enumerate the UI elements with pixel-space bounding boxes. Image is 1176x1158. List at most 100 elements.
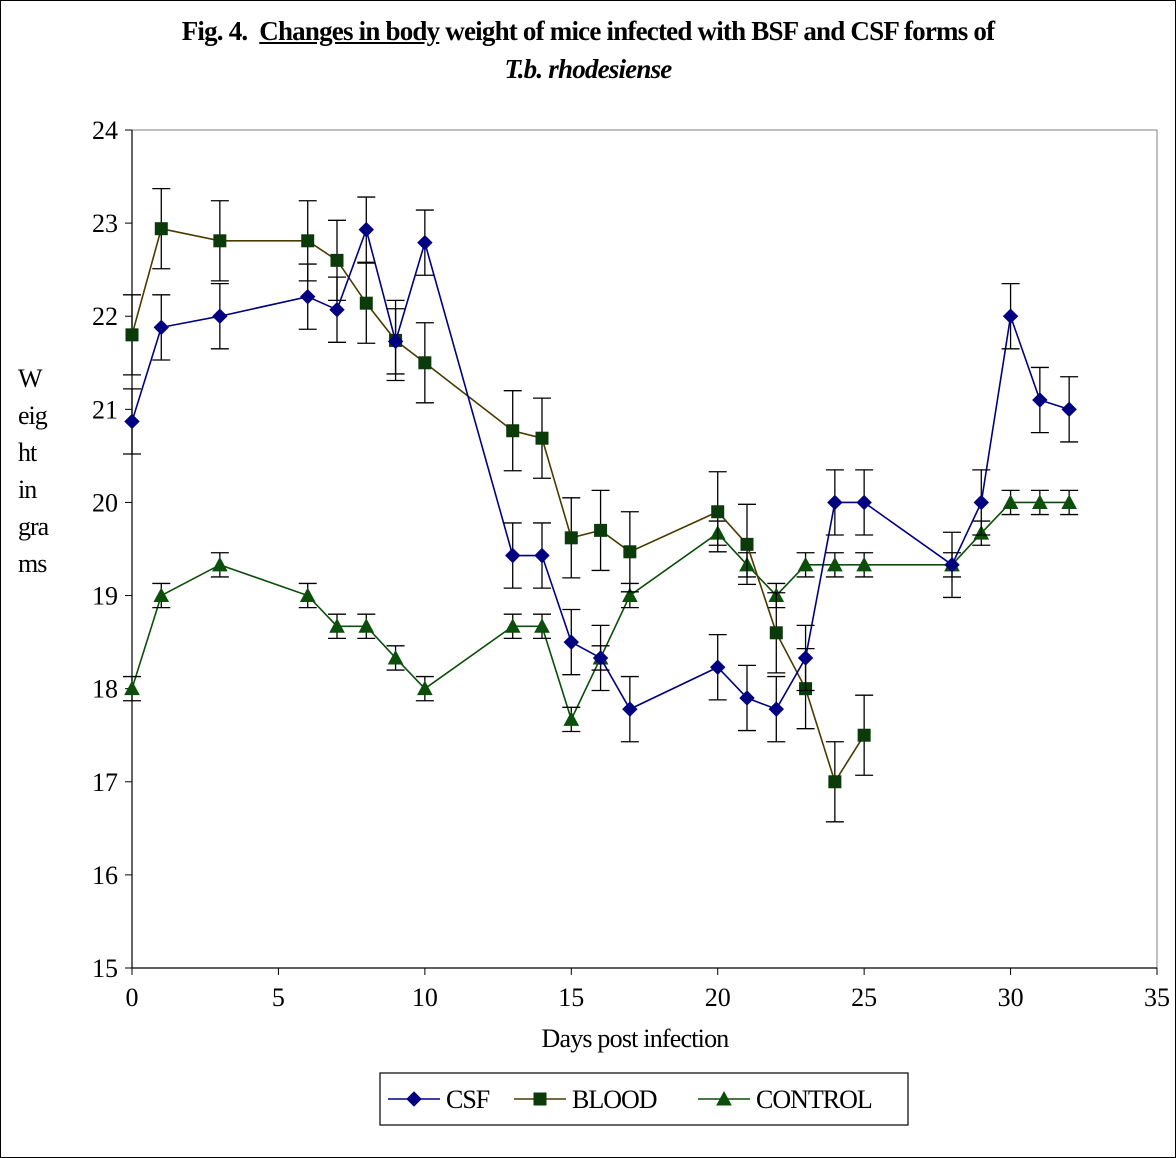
legend-box	[379, 1072, 909, 1126]
data-point-csf	[505, 547, 521, 564]
series-layer	[123, 188, 1079, 823]
data-point-blood	[301, 234, 315, 248]
data-point-control	[212, 556, 228, 572]
y-axis-label-line: ms	[18, 549, 47, 578]
chart-title-line-2: T.b. rhodesiense	[504, 54, 673, 84]
series-line-control	[131, 501, 1070, 722]
y-tick-label: 15	[92, 954, 118, 983]
data-point-blood	[125, 328, 139, 342]
data-point-csf	[534, 547, 550, 564]
legend-label-blood: BLOOD	[572, 1085, 657, 1114]
y-tick-label: 20	[92, 488, 118, 517]
data-point-csf	[300, 288, 316, 305]
data-point-control	[1002, 494, 1019, 509]
data-point-control	[534, 618, 550, 633]
y-axis-label-line: W	[18, 364, 43, 393]
legend: CSF BLOOD CONTROL	[379, 1072, 909, 1126]
y-tick-label: 22	[92, 302, 118, 331]
y-tick-label: 21	[92, 395, 118, 424]
data-point-csf	[417, 234, 433, 251]
data-point-blood	[535, 431, 549, 445]
data-point-blood	[506, 424, 520, 438]
y-tick-label: 17	[92, 768, 118, 797]
data-point-csf	[739, 690, 755, 706]
data-point-blood	[154, 222, 168, 236]
data-point-blood	[740, 537, 754, 551]
data-point-control	[827, 556, 843, 572]
data-point-csf	[622, 701, 638, 717]
x-axis-label: Days post infection	[542, 1024, 730, 1053]
data-point-control	[299, 587, 316, 603]
y-axis-label-line: eig	[18, 401, 48, 430]
x-tick-label: 25	[851, 983, 877, 1012]
y-tick-label: 18	[92, 675, 118, 704]
data-point-csf	[153, 319, 169, 336]
data-point-blood	[359, 296, 373, 310]
data-point-csf	[797, 650, 814, 666]
plot-area-border	[131, 129, 1158, 969]
data-point-blood	[857, 728, 871, 742]
data-point-blood	[711, 505, 725, 519]
data-point-control	[387, 649, 404, 665]
data-point-blood	[623, 545, 637, 559]
legend-marker-csf	[406, 1091, 422, 1107]
y-axis-label-line: in	[18, 475, 37, 504]
legend-label-control: CONTROL	[756, 1085, 872, 1114]
chart-title-prefix: Fig. 4.	[181, 16, 248, 46]
data-point-control	[504, 618, 521, 633]
data-point-blood	[769, 626, 783, 640]
series-csf	[123, 196, 1079, 743]
x-tick-label: 30	[998, 983, 1024, 1012]
y-tick-label: 16	[92, 861, 118, 890]
data-point-csf	[212, 308, 228, 324]
x-tick-label: 35	[1144, 983, 1170, 1012]
series-control	[123, 489, 1079, 733]
data-point-csf	[944, 557, 960, 573]
chart-title-rest: weight of mice infected with BSF and CSF…	[439, 16, 995, 46]
data-point-csf	[827, 494, 843, 511]
data-point-control	[417, 680, 433, 696]
chart-title-underlined: Changes in body	[259, 16, 440, 46]
data-point-csf	[768, 701, 784, 717]
data-point-control	[1061, 494, 1077, 509]
axes: 15 16 17 18 19 20 21 22 23 24 0 5 10 15 20 25 30 35 Days p…	[92, 116, 1170, 1053]
y-tick-label: 23	[92, 209, 118, 238]
x-tick-label: 15	[558, 983, 584, 1012]
data-point-csf	[1002, 308, 1019, 324]
y-tick-label: 24	[92, 116, 118, 145]
data-point-control	[329, 618, 345, 633]
data-point-csf	[592, 650, 609, 666]
x-tick-label: 0	[126, 983, 139, 1012]
data-point-csf	[387, 333, 404, 350]
data-point-csf	[1032, 392, 1048, 408]
data-point-blood	[828, 775, 842, 789]
data-point-csf	[1061, 401, 1077, 418]
data-point-csf	[124, 413, 140, 430]
data-point-control	[563, 711, 580, 726]
data-point-control	[856, 556, 872, 572]
data-point-csf	[710, 659, 726, 675]
data-point-csf	[329, 301, 345, 318]
x-tick-label: 10	[412, 983, 438, 1012]
data-point-blood	[418, 356, 432, 370]
chart-title-line-1: Fig. 4. Changes in body weight of mice i…	[0, 16, 1176, 47]
data-point-control	[153, 587, 170, 603]
data-point-blood	[564, 531, 578, 545]
data-point-control	[622, 587, 638, 603]
data-point-csf	[358, 221, 374, 238]
y-axis-label-line: gra	[18, 512, 49, 541]
data-point-blood	[213, 234, 227, 248]
y-tick-label: 19	[92, 582, 118, 611]
data-point-control	[124, 680, 140, 696]
data-point-blood	[594, 523, 608, 537]
data-point-csf	[563, 634, 579, 650]
legend-marker-blood	[533, 1092, 547, 1106]
legend-marker-control	[716, 1090, 732, 1106]
x-tick-label: 5	[272, 983, 285, 1012]
data-point-csf	[973, 494, 989, 511]
data-point-blood	[330, 253, 344, 267]
legend-label-csf: CSF	[446, 1085, 490, 1114]
y-axis-label-line: ht	[18, 438, 37, 467]
